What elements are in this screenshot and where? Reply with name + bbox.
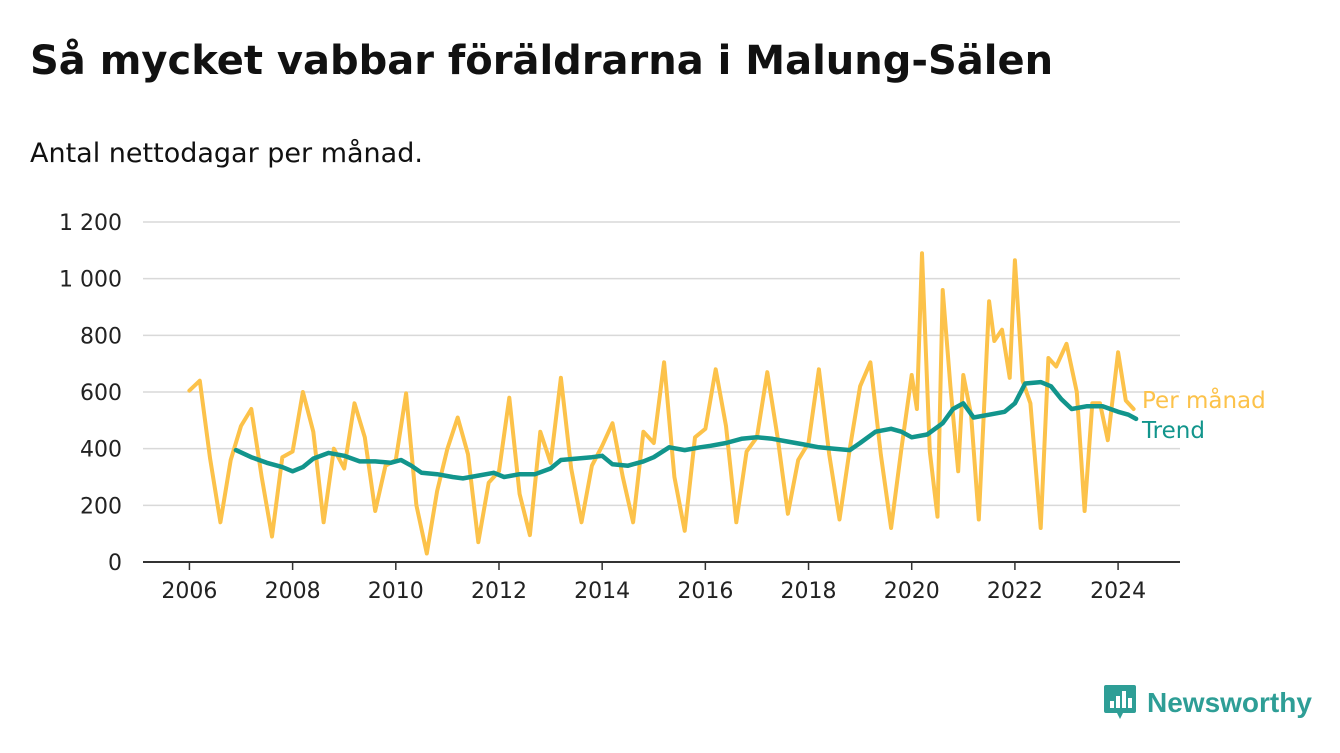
newsworthy-brand: Newsworthy [1103, 683, 1312, 723]
y-tick-label: 200 [80, 494, 122, 519]
x-tick-label: 2010 [368, 579, 424, 604]
brand-name: Newsworthy [1147, 687, 1312, 718]
y-tick-label: 600 [80, 381, 122, 406]
x-tick-label: 2006 [161, 579, 217, 604]
x-tick-label: 2014 [574, 579, 630, 604]
y-tick-label: 1 000 [59, 268, 122, 293]
series-lines [187, 251, 1139, 556]
newsworthy-logo-icon [1104, 685, 1136, 719]
series-label-trend: Trend [1141, 418, 1205, 444]
y-gridlines [143, 221, 1180, 507]
x-tick-label: 2016 [677, 579, 733, 604]
chart-title: Så mycket vabbar föräldrarna i Malung-Sä… [30, 38, 1054, 84]
y-tick-label: 400 [80, 438, 122, 463]
x-tick-label: 2018 [781, 579, 837, 604]
x-tick-label: 2024 [1090, 579, 1146, 604]
y-axis-tick-labels: 0 200 400 600 800 1 000 1 200 [59, 211, 122, 576]
y-tick-label: 0 [108, 551, 122, 576]
chart-subtitle: Antal nettodagar per månad. [30, 138, 423, 169]
x-tick-label: 2022 [987, 579, 1043, 604]
series-labels: Per månad Trend [1141, 386, 1266, 444]
series-line-per-manad [187, 251, 1136, 556]
series-label-per-manad: Per månad [1142, 386, 1266, 414]
x-tick-label: 2020 [884, 579, 940, 604]
y-tick-label: 800 [80, 324, 122, 349]
series-line-trend [233, 379, 1139, 481]
y-tick-label: 1 200 [59, 211, 122, 236]
x-axis-ticks: 2006 2008 2010 2012 2014 2016 2018 2020 2022 2024 [161, 562, 1146, 604]
x-tick-label: 2012 [471, 579, 527, 604]
x-tick-label: 2008 [265, 579, 321, 604]
